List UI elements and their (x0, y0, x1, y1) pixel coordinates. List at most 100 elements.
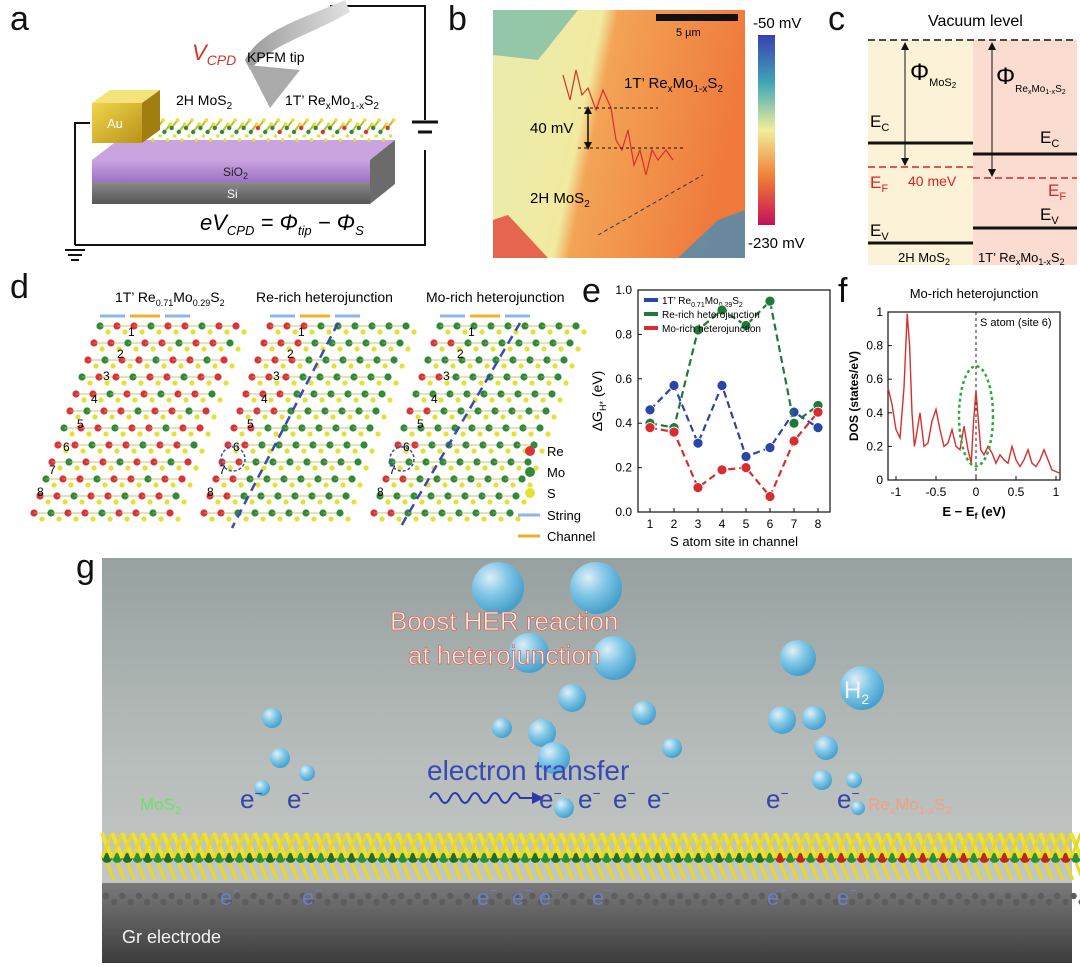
sulfur-atom (552, 363, 558, 369)
sulfur-atom (319, 397, 325, 403)
carbon-atom (635, 898, 643, 906)
mos2-label: 2H MoS2 (176, 92, 233, 112)
atom (313, 125, 318, 131)
sulfur-atom (109, 414, 115, 420)
sulfur-atom (439, 346, 445, 352)
sulfur-atom (121, 380, 127, 386)
s-bond (722, 832, 736, 859)
carbon-atom (225, 898, 233, 906)
y-tick-label: 0.2 (866, 439, 883, 453)
sulfur-atom (307, 431, 313, 437)
s-bond (1069, 832, 1080, 859)
sulfur-atom (476, 482, 482, 488)
panel-d-lattices: 1T’ Re0.71Mo0.29S2 Re-rich heterojunctio… (30, 289, 596, 544)
s-bond (279, 862, 289, 881)
red-domain-bottom (493, 215, 548, 258)
bubble (840, 666, 884, 710)
sulfur-atom (437, 448, 443, 454)
bubble (768, 706, 796, 734)
s-atom (348, 118, 353, 122)
metal-atom (220, 356, 228, 364)
sulfur-atom (86, 431, 92, 437)
metal-atom (384, 373, 392, 381)
sulfur-atom (275, 329, 281, 335)
sulfur-atom (294, 516, 300, 522)
sulfur-atom (296, 414, 302, 420)
carbon-atom (471, 898, 479, 906)
line-profile-path (597, 174, 704, 236)
carbon-atom (414, 892, 421, 900)
sulfur-atom (351, 499, 357, 505)
metal-atom (166, 509, 174, 517)
s-bond (248, 862, 259, 881)
s-bond (886, 832, 899, 859)
s-bond (712, 832, 726, 859)
sulfur-atom (232, 499, 238, 505)
sulfur-atom (369, 448, 375, 454)
data-point (740, 462, 752, 474)
site-number: 5 (417, 417, 424, 431)
metal-atom (226, 339, 234, 347)
bubble (592, 636, 636, 680)
sulfur-atom (206, 380, 212, 386)
sulfur-atom (442, 482, 448, 488)
legend-entry: Re-rich heterojunction (662, 310, 760, 321)
sulfur-atom (546, 380, 552, 386)
carbon-atom (865, 898, 872, 906)
sulfur-atom (290, 431, 296, 437)
sulfur-atom (255, 482, 261, 488)
carbon-atom (135, 892, 142, 900)
legend-mo-dot (525, 467, 535, 477)
s-bond (1044, 862, 1054, 881)
s-bond (845, 832, 858, 859)
carbon-atom (234, 892, 241, 900)
sulfur-atom (148, 448, 154, 454)
rexmo-scene-label: RexMo1-xS2 (868, 795, 952, 817)
x-tick-label: 3 (695, 517, 702, 531)
s-bond (523, 862, 534, 881)
s-bond (467, 832, 481, 859)
sulfur-atom (421, 397, 427, 403)
sulfur-atom (160, 414, 166, 420)
plot-frame (887, 311, 1061, 481)
carbon-atom (553, 898, 561, 906)
carbon-atom (1070, 892, 1077, 900)
legend-entry: 1T’ Re0.71Mo0.29S2 (662, 296, 743, 309)
sulfur-atom (75, 414, 81, 420)
atom (306, 129, 311, 135)
s-bond (768, 862, 779, 881)
sulfur-atom (137, 431, 143, 437)
carbon-atom (365, 892, 372, 900)
sulfur-atom (119, 482, 125, 488)
sulfur-atom (289, 482, 295, 488)
s-bond (376, 832, 389, 859)
carbon-atom (758, 892, 766, 900)
s-atom (237, 138, 242, 142)
s-atom (216, 134, 220, 138)
sulfur-atom (125, 465, 131, 471)
sulfur-atom (465, 465, 471, 471)
sulfur-atom (113, 499, 119, 505)
s-bond (855, 832, 869, 859)
panel-e-chart: 0.0 0.2 0.4 0.6 0.8 1.0 1 2 3 4 5 6 7 8 S atom site in… (589, 283, 831, 549)
sulfur-atom (329, 465, 335, 471)
sulfur-atom (238, 482, 244, 488)
carbon-atom (685, 898, 692, 906)
sulfur-atom (268, 397, 274, 403)
y-axis-label: DOS (states/eV) (847, 351, 861, 441)
x-tick-label: 5 (743, 517, 750, 531)
sulfur-atom (471, 448, 477, 454)
s-bond (1003, 862, 1013, 881)
s-bond (263, 832, 277, 859)
panel-label-a: a (10, 0, 29, 38)
metal-atom (512, 492, 520, 500)
bubble (812, 770, 832, 790)
s-bond (131, 832, 144, 859)
s-atom (370, 122, 374, 126)
electron: e− (539, 784, 562, 814)
ev-right-label: EV (1040, 205, 1059, 227)
sulfur-atom (279, 414, 285, 420)
s-bond (151, 832, 165, 859)
carbon-atom (398, 892, 405, 900)
sulfur-atom (466, 414, 472, 420)
